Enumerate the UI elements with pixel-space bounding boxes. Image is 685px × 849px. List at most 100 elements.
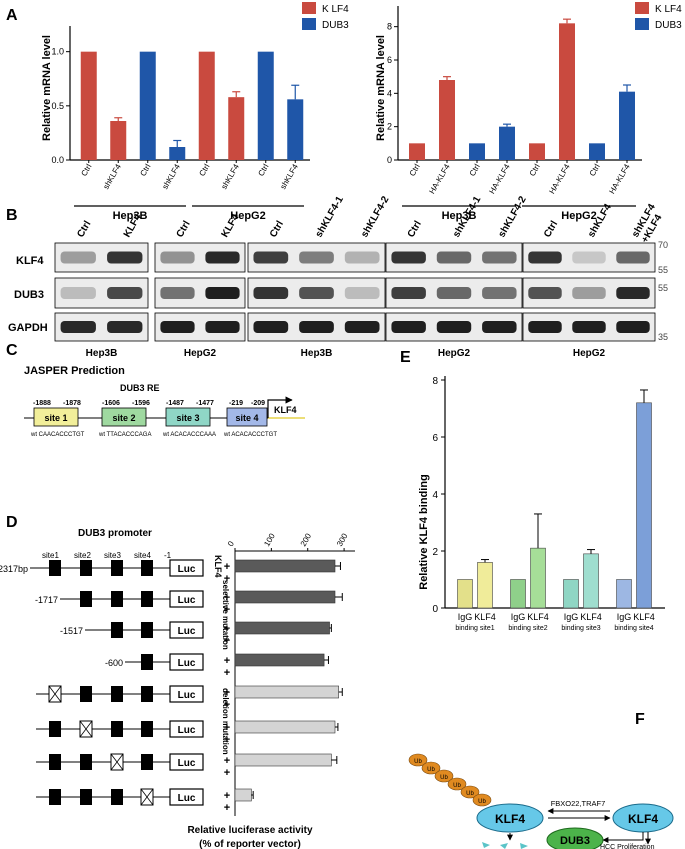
d-site-wt [141,622,153,638]
c-seq-1: wt CAACACCCTGT [30,432,85,438]
a-left-legend-dub3: DUB3 [322,20,349,31]
c-site4-label: site 4 [235,413,258,423]
blot-cell-label: Hep3B [86,348,118,359]
blot-band [299,321,334,333]
a-x-tick-label: Ctrl [528,162,542,177]
a-y-tick-label: 6 [387,55,392,65]
d-bar [234,753,332,767]
blot-band [482,251,517,264]
b-row-label-klf4: KLF4 [16,255,44,267]
d-x-tick-label: 0 [226,539,236,548]
blot-band [107,251,143,264]
a-y-tick-label: 0 [387,155,392,165]
d-luc-label: Luc [178,690,196,701]
e-bar-label-klf4: KLF4 [474,612,496,622]
panel-label-b: B [6,207,18,224]
c-site4-box [226,407,268,427]
c-coord-3: -1596 [132,400,150,407]
e-ylabel: Relative KLF4 binding [418,474,430,590]
blot-band [160,287,195,299]
a-left-legend-klf4: K LF4 [322,4,349,15]
d-site-label-tss: -1 [164,551,172,560]
e-bar-label-igg: IgG [458,612,473,622]
b-row-label-dub3: DUB3 [14,289,44,301]
e-bar-klf4 [636,402,652,609]
b-marker-35: 35 [658,332,668,342]
d-site-mutated-x [79,720,93,738]
d-x-tick-label: 100 [262,531,277,548]
blot-band [60,321,96,333]
d-bar [234,621,330,635]
a-bar [439,80,455,160]
ub-6-label: Ub [478,799,486,805]
d-luc-label: Luc [178,758,196,769]
d-site-wt [80,789,92,805]
e-bar-klf4 [583,553,599,609]
d-site-wt [141,591,153,607]
d-site-wt [111,789,123,805]
a-x-tick-label: Ctrl [256,162,270,177]
c-seq-3: wt ACACACCCAAA [162,432,216,438]
e-y-tick-label: 2 [432,547,438,558]
d-site-wt [80,560,92,576]
d-plus-2: + [224,802,230,814]
d-plus-2: + [224,667,230,679]
f-dub3-label: DUB3 [560,835,590,847]
d-site-wt [80,754,92,770]
blot-band [299,287,334,299]
blot-band [572,287,606,299]
d-site-wt [49,721,61,737]
e-bar-igg [563,579,579,609]
blot-band [528,287,562,299]
d-site-mutated-x [110,753,124,771]
d-plus-2: + [224,767,230,779]
c-seq-4: wt ACACACCCTGT [223,432,277,438]
blot-band [616,321,650,333]
e-group-label: binding site2 [508,625,547,632]
a-x-tick-label: shKLF4 [219,162,241,191]
a-y-tick-label: 4 [387,88,392,98]
blot-band [572,321,606,333]
d-site-wt [49,789,61,805]
a-bar [499,126,515,160]
e-bar-igg [616,579,632,609]
blot-band [436,251,472,264]
blot-band [344,251,380,264]
c-site2-label: site 2 [112,413,135,423]
d-site-wt [49,754,61,770]
blot-lane-label: shKLF4-2 [359,194,392,239]
f-klf4-left-label: KLF4 [495,812,525,826]
blot-lane-label-line: KLF4 [220,212,242,240]
a-y-tick-label: 8 [387,22,392,32]
a-bar [619,91,635,160]
a-right-chart: 0 2 4 6 8 Ctrl HA-KLF4 Ctrl HA-KLF4 Ctrl HA-KLF4 Ct… [387,6,642,222]
panel-c-jasper: JASPER Prediction DUB3 RE site 1 site 2 … [24,365,305,438]
a-bar [409,143,425,160]
panel-a: Relative mRNA level Relative mRNA level … [41,2,682,222]
c-coord-2: -1606 [102,400,120,407]
f-enzymes-label: FBXO22,TRAF7 [551,799,606,808]
d-site-wt [111,686,123,702]
a-bar [198,51,215,160]
d-site-wt [111,721,123,737]
d-plus-2: + [224,573,230,585]
d-construct-label: -600 [105,658,123,668]
panel-label-e: E [400,349,411,366]
e-group-label: binding site1 [455,625,494,632]
a-group-label: HepG2 [230,210,265,222]
b-marker-55a: 55 [658,265,668,275]
c-site1-label: site 1 [44,413,67,423]
d-site-wt [49,560,61,576]
blot-band [205,321,240,333]
d-site-wt [141,754,153,770]
d-xlabel: Relative luciferase activity [187,825,313,836]
e-bar-klf4 [530,547,546,609]
d-plus-1: + [224,592,230,604]
ub-chain: Ub Ub Ub Ub Ub Ub [408,753,492,807]
f-outcome1: HCC Proliferation [600,844,655,849]
blot-lane-label: shKLF4-1 [314,194,347,239]
d-luc-box [169,720,204,738]
f-klf4-node-left [476,803,544,833]
ub-3 [434,769,454,783]
